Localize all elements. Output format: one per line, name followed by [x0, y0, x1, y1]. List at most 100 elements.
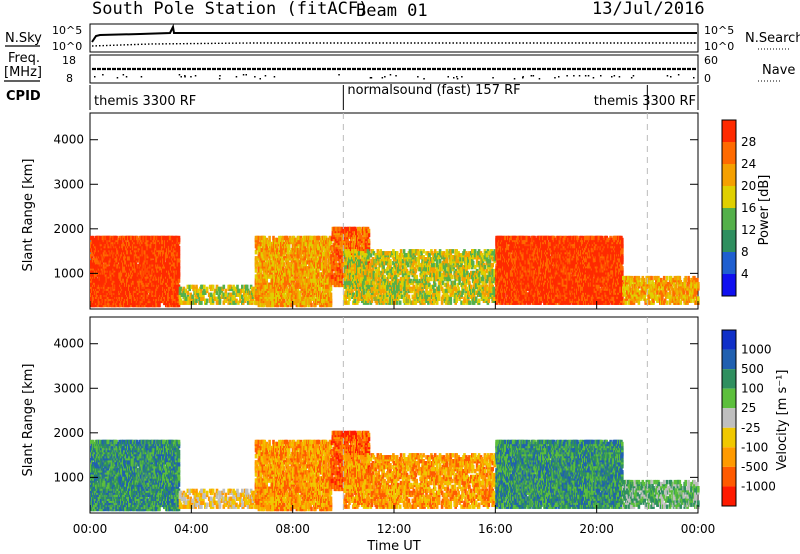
scatter-cell: [255, 250, 258, 254]
nave-dot: [492, 77, 494, 79]
nave-dot: [558, 76, 560, 78]
nave-dot: [246, 74, 248, 76]
scatter-cell: [348, 251, 351, 255]
scatter-cell: [225, 289, 228, 293]
nave-dot: [631, 77, 633, 79]
nave-dot: [274, 76, 276, 78]
nave-dot: [260, 78, 262, 80]
scatter-cell: [212, 285, 215, 289]
nave-dot: [514, 78, 516, 80]
scatter-cell: [330, 297, 333, 301]
scatter-cell: [307, 256, 310, 260]
scatter-cell: [232, 291, 235, 295]
scatter-cell: [358, 263, 361, 267]
scatter-cell: [178, 254, 181, 258]
nave-dot: [94, 76, 96, 78]
scatter-cell: [200, 301, 203, 305]
cpid-segment-label: normalsound (fast) 157 RF: [347, 83, 520, 98]
nave-dot: [417, 76, 419, 78]
scatter-cell: [191, 295, 194, 299]
nsky-tick-hi: 10^5: [52, 24, 82, 37]
nave-dot: [453, 77, 455, 79]
nave-dot: [611, 76, 613, 78]
scatter-cell: [187, 291, 190, 295]
nave-dot: [588, 75, 590, 77]
nave-dot: [533, 75, 535, 77]
nave-dot: [566, 75, 568, 77]
nave-dot: [593, 77, 595, 79]
date-title: 13/Jul/2016: [592, 0, 705, 19]
freq-unit: [MHz]: [4, 65, 42, 80]
nave-dot: [456, 76, 458, 78]
nave-dot: [126, 76, 128, 78]
nave-dot: [554, 77, 556, 79]
cpid-segments: themis 3300 RF normalsound (fast) 157 RF t…: [90, 83, 698, 110]
nave-dot: [600, 75, 602, 77]
nave-dot: [382, 77, 384, 79]
scatter-cell: [283, 299, 286, 303]
nave-dot: [179, 74, 181, 76]
nsearch-tick-lo: 10^0: [704, 40, 734, 53]
nsky-label: N.Sky: [5, 31, 42, 46]
nave-dot: [190, 76, 192, 78]
scatter-cell: [283, 262, 286, 266]
scatter-cell: [348, 297, 351, 301]
nave-dot: [457, 78, 459, 80]
nave-dot: [117, 77, 119, 79]
nave-tick-hi: 60: [704, 54, 718, 67]
nave-dot: [384, 76, 386, 78]
scatter-cell: [246, 285, 249, 289]
scatter-cell: [206, 299, 209, 303]
beam-title: Beam 01: [356, 1, 428, 21]
nave-dot: [181, 76, 183, 78]
nsky-tick-lo: 10^0: [52, 40, 82, 53]
scatter-cell: [178, 278, 181, 282]
scatter-cell: [270, 297, 273, 301]
nave-tick-lo: 0: [704, 72, 711, 85]
nave-dot: [619, 76, 621, 78]
scatter-cell: [178, 258, 181, 262]
nave-dot: [265, 75, 267, 77]
nave-dot: [338, 74, 340, 76]
nave-dot: [184, 75, 186, 77]
nave-dot: [461, 76, 463, 78]
scatter-cell: [344, 265, 347, 269]
nave-dot: [678, 74, 680, 76]
nave-dot: [670, 76, 672, 78]
scatter-cell: [325, 258, 328, 262]
nave-dot: [667, 75, 669, 77]
scatter-cell: [331, 271, 334, 275]
nave-dot: [423, 78, 425, 80]
nave-dot: [573, 75, 575, 77]
scatter-cell: [255, 268, 258, 272]
scatter-cell: [195, 285, 198, 289]
nsky-line: [92, 27, 697, 42]
scatter-cell: [325, 262, 328, 266]
scatter-cell: [358, 255, 361, 259]
nave-dot: [219, 78, 221, 80]
scatter-cell: [319, 287, 322, 291]
nave-dot: [254, 76, 256, 78]
scatter-cell: [216, 291, 219, 295]
scatter-cell: [178, 236, 181, 240]
scatter-cell: [241, 285, 244, 289]
nsearch-label: N.Search: [745, 31, 800, 46]
nave-dot: [579, 75, 581, 77]
nave-dot: [371, 77, 373, 79]
scatter-cell: [310, 303, 313, 307]
scatter-cell: [158, 303, 161, 307]
nave-dot: [614, 75, 616, 77]
scatter-cell: [225, 293, 228, 297]
scatter-cell: [178, 250, 181, 254]
nave-dot: [531, 75, 533, 77]
scatter-cell: [178, 264, 181, 268]
scatter-cell: [236, 285, 239, 289]
nave-dot: [236, 76, 238, 78]
nave-dot: [585, 75, 587, 77]
scatter-cell: [206, 287, 209, 291]
scatter-cell: [330, 293, 333, 297]
summary-plot: South Pole Station (fitACF) Beam 01 13/J…: [0, 0, 800, 554]
scatter-cell: [347, 301, 350, 305]
cpid-segment-label: themis 3300 RF: [94, 94, 196, 109]
cpid-segment-label: themis 3300 RF: [594, 94, 696, 109]
